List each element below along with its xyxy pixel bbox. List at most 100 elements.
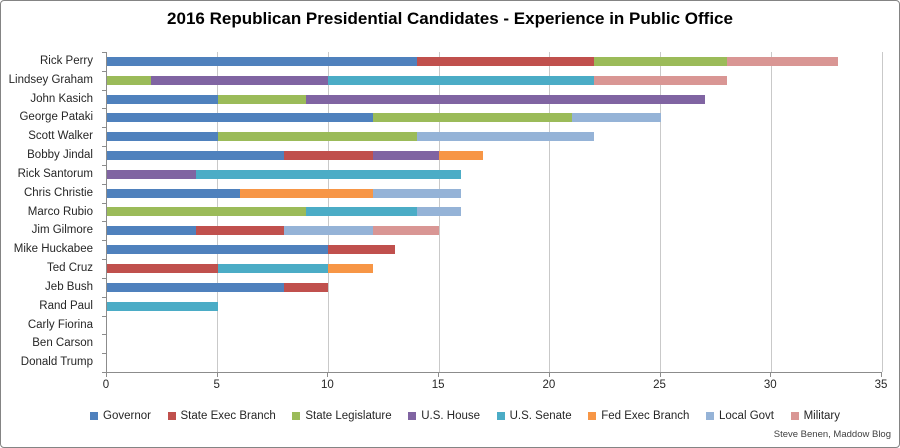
x-tick-20 <box>548 373 550 377</box>
legend-swatch-icon <box>292 412 301 420</box>
bar-chris-christie <box>107 184 882 203</box>
bar-segment-local-govt <box>571 113 661 123</box>
bar-segment-fed-exec-branch <box>328 263 373 273</box>
y-label-rick-santorum: Rick Santorum <box>17 167 93 180</box>
legend-swatch-icon <box>167 412 176 420</box>
bar-mike-huckabee <box>107 240 882 259</box>
bar-segment-state-legislature <box>217 94 307 104</box>
legend-swatch-icon <box>706 412 715 420</box>
bar-segment-state-exec-branch <box>417 56 595 66</box>
y-label-ben-carson: Ben Carson <box>32 337 93 350</box>
bar-segment-state-legislature <box>107 75 152 85</box>
legend-swatch-icon <box>588 412 597 420</box>
y-label-rand-paul: Rand Paul <box>39 299 93 312</box>
bar-rick-perry <box>107 52 882 71</box>
bar-segment-u-s-house <box>107 169 196 179</box>
bar-segment-state-exec-branch <box>328 245 395 255</box>
bar-segment-u-s-house <box>151 75 329 85</box>
bar-segment-state-exec-branch <box>284 151 373 161</box>
y-tick <box>102 240 106 242</box>
legend-swatch-icon <box>790 412 799 420</box>
bar-scott-walker <box>107 127 882 146</box>
legend-swatch-icon <box>408 412 417 420</box>
gridline-x-20 <box>549 52 551 372</box>
gridline-x-25 <box>660 52 662 372</box>
bar-segment-fed-exec-branch <box>239 188 373 198</box>
y-label-mike-huckabee: Mike Huckabee <box>13 243 93 256</box>
y-label-jeb-bush: Jeb Bush <box>45 280 93 293</box>
y-label-george-pataki: George Pataki <box>19 111 93 124</box>
bar-segment-u-s-senate <box>217 263 329 273</box>
bar-george-pataki <box>107 108 882 127</box>
legend-item-u-s-senate: U.S. Senate <box>496 410 572 422</box>
bar-segment-governor <box>107 113 373 123</box>
y-tick <box>102 52 106 53</box>
legend-item-state-exec-branch: State Exec Branch <box>167 410 276 422</box>
bar-segment-state-exec-branch <box>107 263 218 273</box>
legend-label: U.S. Senate <box>509 410 572 422</box>
bar-segment-military <box>372 226 440 236</box>
bar-segment-state-legislature <box>107 207 307 217</box>
x-label-35: 35 <box>874 379 888 391</box>
bar-carly-fiorina <box>107 316 882 335</box>
legend-swatch-icon <box>496 412 505 420</box>
legend-item-military: Military <box>790 410 840 422</box>
x-tick-25 <box>659 373 661 377</box>
bar-bobby-jindal <box>107 146 882 165</box>
chart-title: 2016 Republican Presidential Candidates … <box>167 9 733 28</box>
y-label-carly-fiorina: Carly Fiorina <box>27 318 93 331</box>
y-tick <box>102 146 106 148</box>
bar-segment-state-legislature <box>217 132 417 142</box>
y-tick <box>102 202 106 204</box>
bar-segment-governor <box>107 56 417 66</box>
bar-segment-local-govt <box>416 132 595 142</box>
legend-swatch-icon <box>90 412 98 420</box>
bar-segment-local-govt <box>284 226 373 236</box>
credit-text: Steve Benen, Maddow Blog <box>773 429 891 440</box>
y-label-bobby-jindal: Bobby Jindal <box>27 149 93 162</box>
bar-segment-u-s-senate <box>328 75 595 85</box>
y-tick <box>102 296 106 298</box>
y-tick <box>102 70 106 72</box>
bar-john-kasich <box>107 90 882 109</box>
bar-jim-gilmore <box>107 221 882 240</box>
x-tick-10 <box>327 373 329 377</box>
plot-area <box>106 52 883 373</box>
y-tick <box>102 164 106 166</box>
bar-segment-governor <box>107 132 218 142</box>
y-tick <box>102 334 106 336</box>
bar-segment-fed-exec-branch <box>439 151 484 161</box>
x-tick-30 <box>770 373 772 377</box>
y-label-chris-christie: Chris Christie <box>23 186 93 199</box>
bar-segment-governor <box>107 245 329 255</box>
bar-segment-state-exec-branch <box>284 282 329 292</box>
legend-item-fed-exec-branch: Fed Exec Branch <box>588 410 689 422</box>
bar-segment-military <box>726 56 838 66</box>
y-tick <box>102 108 106 110</box>
y-tick <box>102 89 106 91</box>
legend-item-local-govt: Local Govt <box>706 410 774 422</box>
y-axis-labels: Rick Perry Lindsey Graham John Kasich Georg… <box>0 52 100 372</box>
legend-item-state-legislature: State Legislature <box>292 410 392 422</box>
y-label-jim-gilmore: Jim Gilmore <box>31 224 93 237</box>
bar-segment-state-exec-branch <box>195 226 285 236</box>
bar-segment-state-legislature <box>594 56 727 66</box>
legend-item-u-s-house: U.S. House <box>408 410 480 422</box>
x-tick-5 <box>216 373 218 377</box>
y-tick <box>102 221 106 223</box>
bar-segment-governor <box>107 151 285 161</box>
y-label-lindsey-graham: Lindsey Graham <box>8 73 93 86</box>
y-tick <box>102 372 106 373</box>
legend-label: Military <box>803 410 840 422</box>
y-tick <box>102 277 106 279</box>
x-tick-15 <box>438 373 440 377</box>
bar-segment-u-s-house <box>306 94 705 104</box>
x-label-15: 15 <box>431 379 445 391</box>
legend-item-governor: Governor <box>90 410 151 422</box>
bar-ted-cruz <box>107 259 882 278</box>
bar-segment-local-govt <box>416 207 462 217</box>
bar-segment-u-s-senate <box>195 169 462 179</box>
x-label-20: 20 <box>542 379 556 391</box>
x-label-10: 10 <box>321 379 334 391</box>
x-tick-35 <box>881 373 882 377</box>
